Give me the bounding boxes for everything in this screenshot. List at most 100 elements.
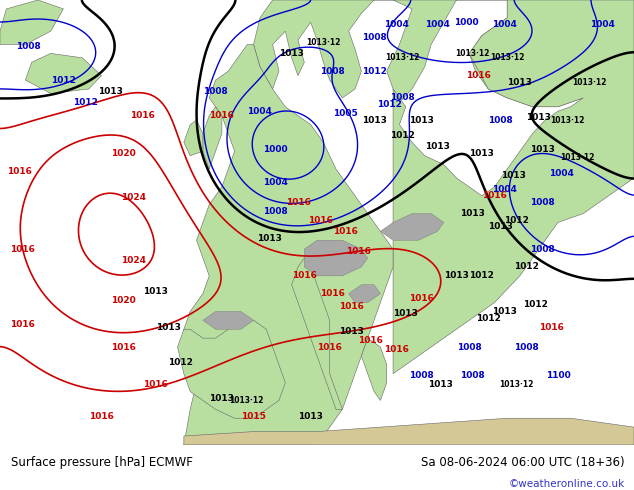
Text: Sa 08-06-2024 06:00 UTC (18+36): Sa 08-06-2024 06:00 UTC (18+36) <box>421 456 624 468</box>
Text: 1016: 1016 <box>346 247 371 256</box>
Text: 1013: 1013 <box>444 271 469 280</box>
Text: 1013·12: 1013·12 <box>500 380 534 390</box>
Text: 1016: 1016 <box>333 227 358 236</box>
Text: 1013: 1013 <box>491 307 517 316</box>
Text: 1008: 1008 <box>320 67 346 75</box>
Text: 1008: 1008 <box>460 371 485 380</box>
Text: 1008: 1008 <box>529 245 555 254</box>
Text: 1016: 1016 <box>384 345 409 354</box>
Text: 1020: 1020 <box>111 149 136 158</box>
Text: 1012: 1012 <box>523 300 548 309</box>
Text: 1008: 1008 <box>390 94 415 102</box>
Text: 1016: 1016 <box>409 294 434 303</box>
Polygon shape <box>203 107 222 169</box>
Text: 1020: 1020 <box>111 296 136 305</box>
Text: 1013: 1013 <box>488 222 514 231</box>
Text: 1013·12: 1013·12 <box>455 49 489 58</box>
Text: 1015: 1015 <box>241 412 266 420</box>
Text: 1008: 1008 <box>488 116 514 124</box>
Text: 1012: 1012 <box>168 358 193 367</box>
Text: 1016: 1016 <box>317 343 342 351</box>
Text: 1016: 1016 <box>143 380 168 390</box>
Text: 1008: 1008 <box>514 343 539 351</box>
Text: 1004: 1004 <box>548 169 574 178</box>
Text: 1008: 1008 <box>203 87 228 96</box>
Polygon shape <box>25 53 101 94</box>
Text: 1016: 1016 <box>539 322 564 332</box>
Text: 1016: 1016 <box>209 111 235 120</box>
Text: 1012: 1012 <box>514 263 539 271</box>
Text: 1013: 1013 <box>501 171 526 180</box>
Text: 1004: 1004 <box>590 20 615 29</box>
Text: 1004: 1004 <box>384 20 409 29</box>
Text: 1013: 1013 <box>526 113 552 122</box>
Text: 1013: 1013 <box>339 327 365 336</box>
Text: 1013·12: 1013·12 <box>490 53 524 62</box>
Text: 1016: 1016 <box>6 167 32 176</box>
Text: 1013·12: 1013·12 <box>550 116 585 124</box>
Text: 1013·12: 1013·12 <box>306 38 340 47</box>
Text: 1013: 1013 <box>425 142 450 151</box>
Text: 1013: 1013 <box>257 234 282 243</box>
Text: 1004: 1004 <box>263 178 288 187</box>
Text: 1013: 1013 <box>143 287 168 296</box>
Polygon shape <box>184 45 393 445</box>
Polygon shape <box>184 418 634 445</box>
Text: 1016: 1016 <box>10 245 35 254</box>
Text: 1024: 1024 <box>120 256 146 265</box>
Text: 1013·12: 1013·12 <box>385 53 420 62</box>
Text: 1008: 1008 <box>16 42 41 51</box>
Text: 1016: 1016 <box>358 336 384 345</box>
Text: 1013: 1013 <box>428 380 453 390</box>
Text: 1016: 1016 <box>339 302 365 312</box>
Polygon shape <box>380 214 444 240</box>
Text: 1012: 1012 <box>377 100 403 109</box>
Polygon shape <box>203 312 254 329</box>
Text: 1008: 1008 <box>529 198 555 207</box>
Text: 1013: 1013 <box>529 145 555 153</box>
Text: 1004: 1004 <box>491 20 517 29</box>
Text: 1016: 1016 <box>482 191 507 200</box>
Text: 1012: 1012 <box>476 314 501 322</box>
Text: 1004: 1004 <box>491 185 517 194</box>
Polygon shape <box>361 338 387 400</box>
Text: 1024: 1024 <box>120 194 146 202</box>
Polygon shape <box>178 320 285 418</box>
Text: 1013: 1013 <box>98 87 124 96</box>
Text: 1013: 1013 <box>155 322 181 332</box>
Text: 1016: 1016 <box>111 343 136 351</box>
Text: 1008: 1008 <box>409 371 434 380</box>
Text: 1016: 1016 <box>130 111 155 120</box>
Text: 1013: 1013 <box>409 116 434 124</box>
Text: 1016: 1016 <box>89 412 114 420</box>
Text: 1005: 1005 <box>333 109 358 118</box>
Text: 1004: 1004 <box>425 20 450 29</box>
Text: 1016: 1016 <box>10 320 35 329</box>
Text: 1004: 1004 <box>247 107 273 116</box>
Text: 1012: 1012 <box>73 98 98 107</box>
Text: 1016: 1016 <box>307 216 333 225</box>
Polygon shape <box>393 0 634 374</box>
Text: 1013: 1013 <box>507 78 533 87</box>
Polygon shape <box>254 0 634 107</box>
Text: 1013: 1013 <box>279 49 304 58</box>
Polygon shape <box>349 285 380 302</box>
Text: 1013: 1013 <box>460 209 485 218</box>
Text: 1100: 1100 <box>545 371 571 380</box>
Text: 1012: 1012 <box>469 271 495 280</box>
Text: 1012: 1012 <box>51 75 76 85</box>
Text: 1013: 1013 <box>469 149 495 158</box>
Text: 1008: 1008 <box>456 343 482 351</box>
Text: 1013·12: 1013·12 <box>229 396 263 405</box>
Text: 1012: 1012 <box>361 67 387 75</box>
Text: Surface pressure [hPa] ECMWF: Surface pressure [hPa] ECMWF <box>11 456 193 468</box>
Text: 1000: 1000 <box>454 18 478 27</box>
Text: 1016: 1016 <box>320 289 346 298</box>
Polygon shape <box>0 0 63 45</box>
Text: 1012: 1012 <box>504 216 529 225</box>
Text: 1013: 1013 <box>298 412 323 420</box>
Text: 1013: 1013 <box>361 116 387 124</box>
Text: 1013·12: 1013·12 <box>560 153 594 163</box>
Text: 1008: 1008 <box>263 207 288 216</box>
Text: 1012: 1012 <box>390 131 415 140</box>
